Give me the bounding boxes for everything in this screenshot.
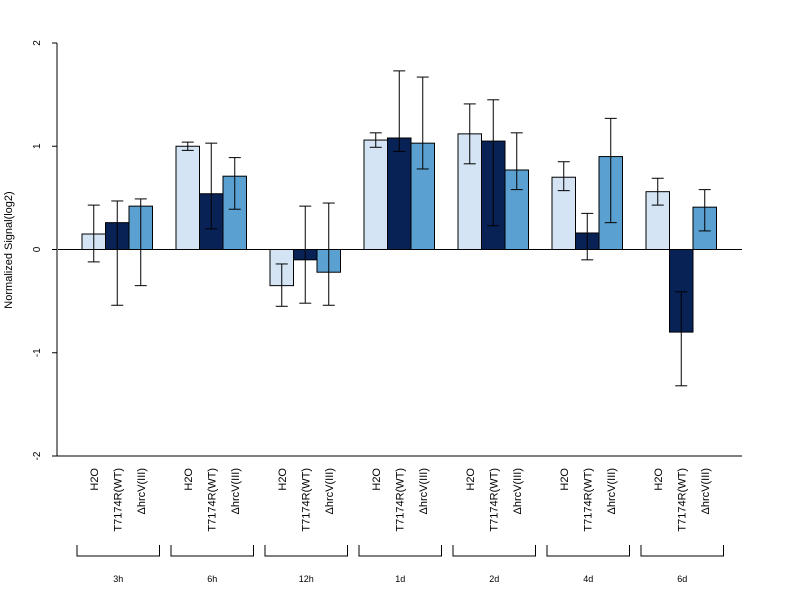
group-label: 12h: [299, 574, 314, 584]
category-label: ΔhrcV(III): [324, 468, 336, 514]
group-bracket: [452, 545, 536, 557]
category-label: T7174R(WT): [206, 468, 218, 532]
category-label: ΔhrcV(III): [700, 468, 712, 514]
y-tick-label: 1: [32, 143, 43, 149]
group-bracket: [264, 545, 348, 557]
group-label: 6d: [677, 574, 687, 584]
group-label: 6h: [207, 574, 217, 584]
y-tick-label: 0: [32, 246, 43, 252]
group-label: 1d: [395, 574, 405, 584]
category-labels: H2O T7174R(WT) ΔhrcV(III) 3h H2O T7174R(WT) Δh…: [76, 468, 724, 584]
category-label: H2O: [559, 468, 571, 491]
axes: -2 -1 0 1 2: [32, 40, 742, 460]
category-label: T7174R(WT): [488, 468, 500, 532]
category-label: ΔhrcV(III): [136, 468, 148, 514]
category-label: ΔhrcV(III): [418, 468, 430, 514]
category-label: H2O: [371, 468, 383, 491]
error-bars: [87, 70, 711, 387]
bar: [175, 145, 200, 250]
category-label: H2O: [653, 468, 665, 491]
category-label: T7174R(WT): [394, 468, 406, 532]
group-label: 3h: [113, 574, 123, 584]
group-bracket: [170, 545, 254, 557]
category-label: T7174R(WT): [582, 468, 594, 532]
category-label: ΔhrcV(III): [512, 468, 524, 514]
category-label: H2O: [183, 468, 195, 491]
group-bracket: [358, 545, 442, 557]
group-bracket: [546, 545, 630, 557]
group-bracket: [76, 545, 160, 557]
bar: [363, 139, 388, 250]
y-tick-label: -1: [32, 348, 43, 357]
y-tick-label: -2: [32, 451, 43, 460]
category-label: T7174R(WT): [300, 468, 312, 532]
bars: [81, 133, 717, 333]
group-label: 4d: [583, 574, 593, 584]
y-axis-label: Normalized Signal(log2): [3, 191, 15, 308]
category-label: H2O: [89, 468, 101, 491]
category-label: ΔhrcV(III): [230, 468, 242, 514]
category-label: ΔhrcV(III): [606, 468, 618, 514]
category-label: H2O: [465, 468, 477, 491]
bar: [387, 137, 412, 251]
category-label: H2O: [277, 468, 289, 491]
group-label: 2d: [489, 574, 499, 584]
group-bracket: [640, 545, 724, 557]
category-label: T7174R(WT): [112, 468, 124, 532]
category-label: T7174R(WT): [676, 468, 688, 532]
y-tick-label: 2: [32, 40, 43, 46]
